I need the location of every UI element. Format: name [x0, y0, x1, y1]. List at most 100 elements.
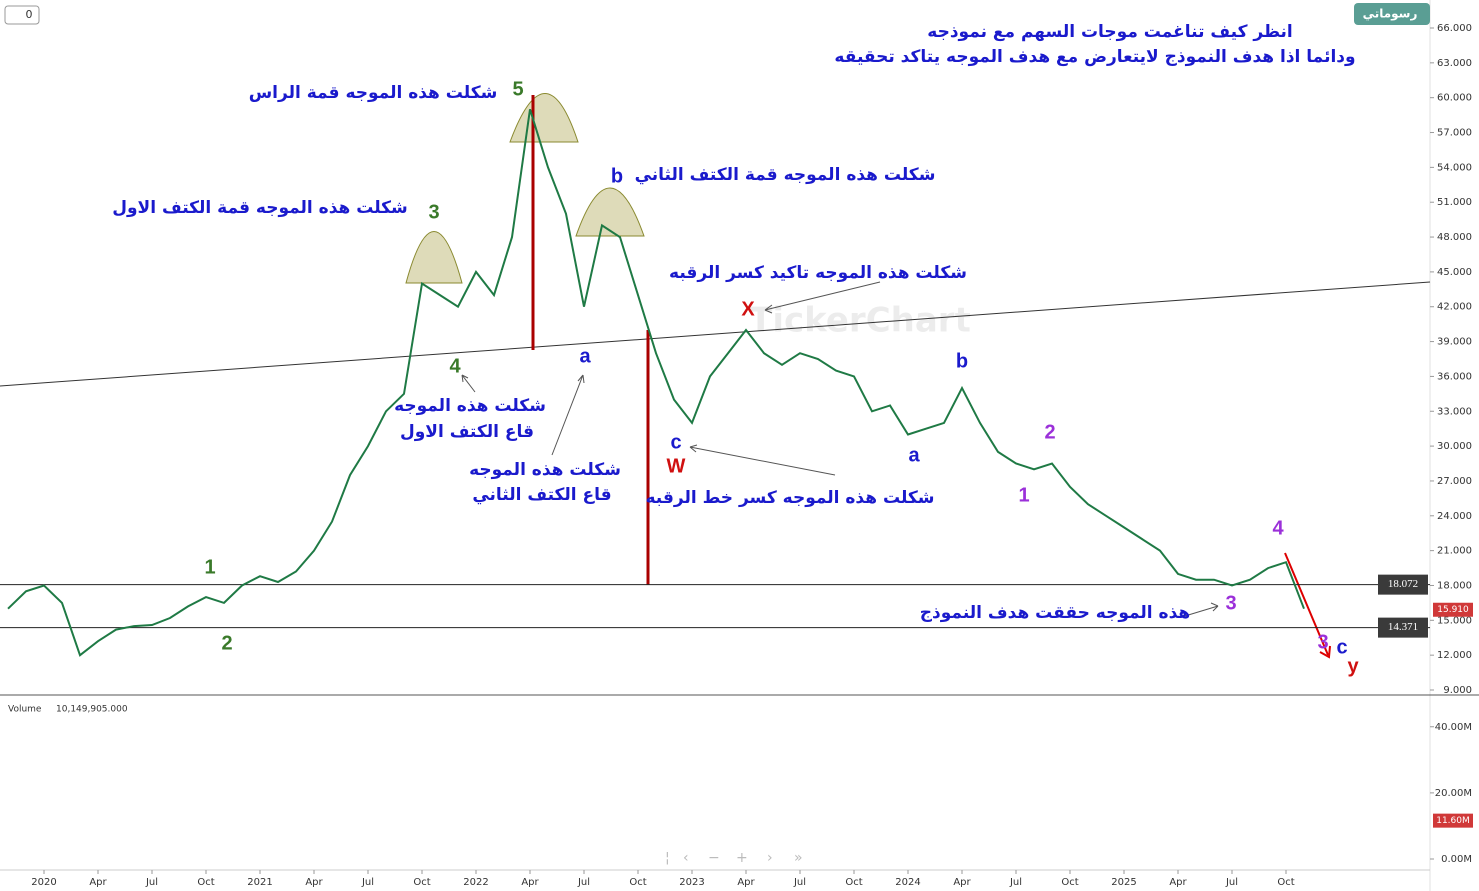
- wave-label: X: [741, 298, 755, 320]
- x-tick-label: Jul: [145, 877, 158, 888]
- volume-tick-label: 20.00M: [1435, 788, 1472, 799]
- x-tick-label: Jul: [361, 877, 374, 888]
- wave-label: 3: [1317, 631, 1328, 653]
- y-tick-label: 21.000: [1437, 546, 1472, 557]
- dome: [575, 187, 645, 237]
- y-tick-label: 27.000: [1437, 476, 1472, 487]
- dome: [405, 231, 463, 284]
- logo-box[interactable]: [1354, 3, 1430, 25]
- x-tick-label: 2024: [895, 877, 920, 888]
- y-tick-label: 42.000: [1437, 302, 1472, 313]
- x-tick-label: 2023: [679, 877, 704, 888]
- x-tick-label: Oct: [197, 877, 214, 888]
- y-tick-label: 45.000: [1437, 267, 1472, 278]
- annotation: شكلت هذه الموجه: [469, 460, 621, 480]
- level-badge: [1378, 574, 1428, 595]
- svg-text:+: +: [736, 850, 748, 866]
- x-tick-label: Jul: [793, 877, 806, 888]
- x-tick-label: Apr: [305, 877, 323, 888]
- x-tick-label: Oct: [629, 877, 646, 888]
- wave-label: 3: [428, 201, 439, 223]
- y-tick-label: 15.000: [1437, 615, 1472, 626]
- x-tick-label: Jul: [1009, 877, 1022, 888]
- y-tick-label: 48.000: [1437, 232, 1472, 243]
- wave-label: b: [956, 350, 968, 372]
- counter: 0: [26, 8, 33, 21]
- x-tick-label: Jul: [577, 877, 590, 888]
- y-tick-label: 39.000: [1437, 337, 1472, 348]
- tool-btn[interactable]: ‹: [683, 850, 689, 866]
- current-price-label: 15.910: [1437, 605, 1469, 615]
- wave-label: c: [1336, 636, 1347, 658]
- level-badge: [1378, 617, 1428, 638]
- wave-label: b: [611, 165, 623, 187]
- x-tick-label: 2021: [247, 877, 272, 888]
- arrows: [461, 281, 1219, 617]
- x-tick-label: Apr: [1169, 877, 1187, 888]
- wave-label: W: [667, 455, 686, 477]
- volume-badge: [1433, 813, 1473, 828]
- x-tick-label: Apr: [737, 877, 755, 888]
- level-label: 14.371: [1388, 621, 1418, 633]
- wave-label: 5: [512, 78, 523, 100]
- wave-label: 2: [1044, 421, 1055, 443]
- wave-label: 3: [1225, 592, 1236, 614]
- current-price-badge: [1433, 602, 1473, 617]
- y-tick-label: 57.000: [1437, 128, 1472, 139]
- volume-badge-label: 11.60M: [1436, 816, 1470, 826]
- x-tick-label: Oct: [413, 877, 430, 888]
- x-tick-label: Apr: [521, 877, 539, 888]
- x-tick-label: Oct: [1061, 877, 1078, 888]
- y-tick-label: 63.000: [1437, 58, 1472, 69]
- svg-text:»: »: [794, 850, 803, 866]
- wave-label: 4: [1272, 517, 1284, 539]
- logo: رسوماتي: [1363, 7, 1418, 22]
- y-tick-label: 30.000: [1437, 441, 1472, 452]
- volume-value: 10,149,905.000: [56, 705, 128, 715]
- neckline: [0, 281, 1431, 387]
- toolbar: ¦ ‹ − + › »: [665, 850, 803, 866]
- svg-text:−: −: [708, 850, 720, 866]
- annotation: شكلت هذه الموجه قمة الكتف الثاني: [635, 165, 936, 185]
- annotation: شكلت هذه الموجه كسر خط الرقبه: [646, 488, 935, 508]
- svg-text:›: ›: [767, 850, 773, 866]
- y-tick-label: 33.000: [1437, 406, 1472, 417]
- wave-label: y: [1347, 655, 1359, 677]
- x-tick-label: Jul: [1225, 877, 1238, 888]
- price-line: [7, 109, 1305, 657]
- y-tick-label: 66.000: [1437, 23, 1472, 34]
- wave-label: c: [670, 431, 681, 453]
- annotation: شكلت هذه الموجه قمة الراس: [249, 83, 498, 103]
- volume-tick-label: 40.00M: [1435, 722, 1472, 733]
- x-tick-label: 2020: [31, 877, 56, 888]
- x-tick-label: 2025: [1111, 877, 1136, 888]
- wave-label: 2: [221, 632, 232, 654]
- annotation: انظر كيف تناغمت موجات السهم مع نموذجه: [927, 22, 1292, 42]
- y-tick-label: 51.000: [1437, 197, 1472, 208]
- svg-text:¦: ¦: [665, 850, 670, 866]
- level-label: 18.072: [1388, 578, 1418, 590]
- counter-box[interactable]: [4, 5, 40, 25]
- wave-label: a: [579, 345, 591, 367]
- x-tick-label: Apr: [89, 877, 107, 888]
- wave-label: 1: [204, 556, 215, 578]
- y-tick-label: 18.000: [1437, 580, 1472, 591]
- annotation: هذه الموجه حققت هدف النموذج: [920, 603, 1190, 623]
- y-tick-label: 24.000: [1437, 511, 1472, 522]
- projection-arrow: [1284, 552, 1329, 656]
- watermark: TickerChart: [749, 301, 971, 341]
- y-tick-label: 54.000: [1437, 162, 1472, 173]
- annotation: شكلت هذه الموجه: [394, 396, 546, 416]
- volume-tick-label: 0.00M: [1441, 854, 1472, 865]
- x-tick-label: Oct: [845, 877, 862, 888]
- wave-label: 1: [1018, 484, 1029, 506]
- wave-label: a: [908, 444, 920, 466]
- x-tick-label: 2022: [463, 877, 488, 888]
- volume-title: Volume: [8, 705, 42, 715]
- annotation: شكلت هذه الموجه تاكيد كسر الرقبه: [669, 263, 967, 283]
- x-tick-label: Apr: [953, 877, 971, 888]
- annotation: قاع الكتف الثاني: [472, 485, 611, 505]
- annotation: ودائما اذا هدف النموذج لايتعارض مع هدف ا…: [834, 47, 1355, 67]
